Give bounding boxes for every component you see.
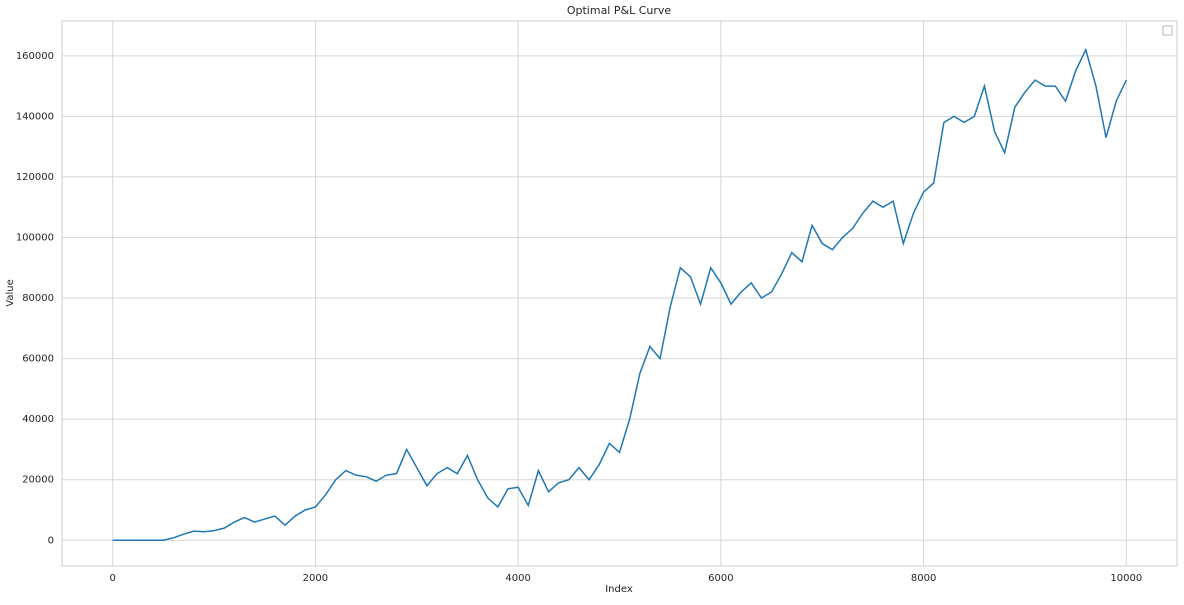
y-tick-label: 160000	[16, 51, 54, 62]
x-tick-label: 4000	[505, 573, 530, 584]
y-tick-label: 20000	[22, 475, 54, 486]
y-tick-label: 0	[48, 535, 54, 546]
x-tick-label: 6000	[708, 573, 733, 584]
x-axis-label: Index	[605, 584, 633, 595]
y-tick-label: 140000	[16, 111, 54, 122]
y-tick-label: 100000	[16, 232, 54, 243]
x-tick-label: 8000	[911, 573, 936, 584]
x-tick-label: 10000	[1110, 573, 1142, 584]
y-tick-label: 40000	[22, 414, 54, 425]
x-tick-label: 0	[109, 573, 115, 584]
chart-title: Optimal P&L Curve	[567, 4, 672, 17]
y-axis-label: Value	[5, 279, 16, 306]
y-tick-label: 120000	[16, 172, 54, 183]
y-tick-label: 80000	[22, 293, 54, 304]
legend-box	[1162, 25, 1173, 36]
x-tick-label: 2000	[303, 573, 328, 584]
plot-area	[61, 20, 1178, 567]
y-tick-label: 60000	[22, 354, 54, 365]
line-series	[112, 47, 1127, 542]
